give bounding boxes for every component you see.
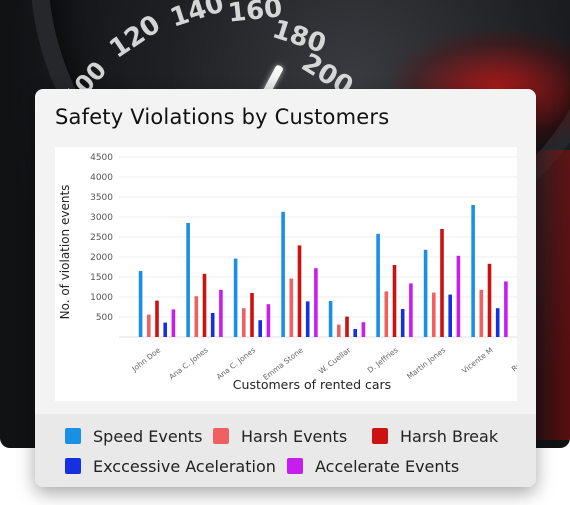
bar [471, 205, 475, 337]
y-tick-label: 2000 [90, 253, 113, 263]
bar [409, 283, 413, 337]
bar [361, 322, 366, 337]
x-tick-label: John Doe [129, 345, 162, 374]
bar [495, 308, 500, 337]
x-axis-label: Customers of rented cars [233, 377, 391, 392]
y-tick-label: 2500 [90, 233, 113, 243]
bar [456, 255, 461, 337]
legend-swatch [213, 428, 229, 444]
bar [258, 320, 262, 337]
bar [202, 273, 207, 337]
legend-swatch [65, 428, 81, 444]
bar [289, 278, 294, 337]
bar [155, 300, 159, 337]
bar [392, 265, 397, 337]
y-tick-label: 3500 [90, 193, 113, 203]
bar [440, 229, 444, 337]
chart-title: Safety Violations by Customers [55, 105, 390, 129]
y-tick-label: 500 [96, 313, 113, 323]
bar [305, 301, 310, 337]
y-axis-label: No. of violation events [58, 185, 72, 320]
bar-chart: 500 1000 1500 2000 2500 3000 3500 4000 4500 John … [58, 153, 517, 392]
bar [147, 314, 151, 337]
legend-label: Harsh Break [400, 426, 499, 446]
legend-swatch [65, 458, 81, 474]
legend-swatch [372, 428, 388, 444]
y-tick-label: 4000 [90, 173, 113, 183]
x-tick-label: Vicente M [460, 345, 495, 375]
x-tick-label: Robert Jo [510, 345, 517, 373]
x-tick-label: D. Jeffries [366, 345, 400, 374]
bar [297, 245, 302, 337]
bar [171, 309, 176, 337]
plot-area: 500 1000 1500 2000 2500 3000 3500 4000 4500 John … [55, 147, 517, 401]
bar [266, 304, 271, 337]
y-tick-label: 1500 [90, 273, 113, 283]
legend-item-speed-events: Speed Events [65, 426, 202, 446]
y-tick-label: 1000 [90, 293, 113, 303]
x-tick-label: Ana C. Jones [167, 345, 210, 381]
legend-swatch [287, 458, 303, 474]
bar [210, 313, 215, 337]
legend-item-accelerate-events: Accelerate Events [287, 456, 459, 476]
bar [353, 329, 357, 337]
bar [376, 233, 380, 337]
x-tick-label: W. Cuellar [317, 345, 353, 376]
y-tick-label: 3000 [90, 213, 113, 223]
bar [233, 258, 238, 337]
bar [448, 294, 452, 337]
bar [345, 316, 349, 337]
chart-card: Safety Violations by Customers 500 1000 15… [35, 89, 536, 487]
legend: Speed Events Harsh Events Harsh Break Ex… [35, 414, 536, 487]
legend-item-harsh-break: Harsh Break [372, 426, 498, 446]
legend-item-harsh-events: Harsh Events [213, 426, 347, 446]
bar [479, 289, 484, 337]
bar [194, 296, 199, 337]
legend-item-excessive-acceleration: Exccessive Aceleration [65, 456, 276, 476]
bar [163, 322, 167, 337]
y-tick-label: 4500 [90, 153, 113, 163]
bar [219, 289, 223, 337]
bar [400, 309, 405, 337]
bar [186, 223, 190, 337]
bar [504, 281, 508, 337]
bar [328, 301, 333, 337]
bar [384, 291, 389, 337]
bar [314, 268, 318, 337]
bar [242, 308, 246, 337]
bar [138, 271, 143, 337]
legend-label: Accelerate Events [315, 456, 460, 476]
bar [281, 211, 285, 337]
bar [487, 263, 492, 337]
bar [432, 292, 436, 337]
bar [250, 293, 254, 337]
legend-label: Exccessive Aceleration [93, 456, 276, 476]
legend-label: Speed Events [93, 426, 203, 446]
legend-label: Harsh Events [241, 426, 348, 446]
bar [423, 249, 428, 337]
x-tick-label: Martin Jones [405, 345, 447, 381]
bar [337, 324, 341, 337]
